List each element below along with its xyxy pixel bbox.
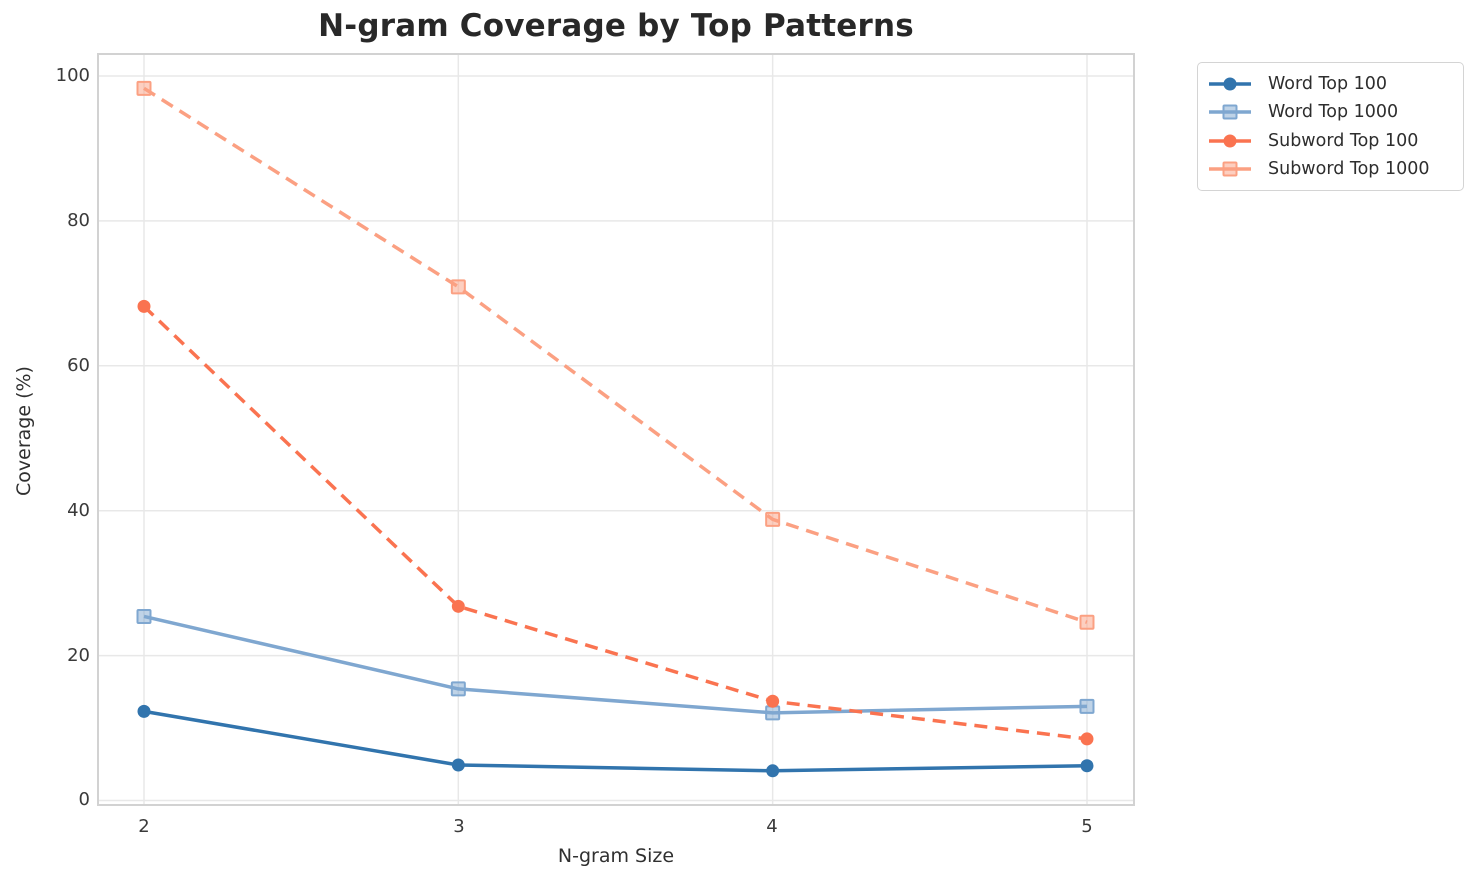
y-tick-label: 100 <box>55 65 90 86</box>
series-subword-top-1000 <box>136 80 1095 630</box>
x-tick-label: 5 <box>1081 816 1093 837</box>
y-tick-label: 40 <box>67 500 90 521</box>
legend-glyph-line-marker-icon <box>1209 77 1251 91</box>
y-tick-label: 0 <box>78 789 90 810</box>
chart-title: N-gram Coverage by Top Patterns <box>318 8 914 44</box>
y-tick-label: 20 <box>67 645 90 666</box>
legend-glyph-line-marker-icon <box>1209 161 1251 177</box>
gridlines <box>97 53 1135 806</box>
legend-glyph-line-marker-icon <box>1209 134 1251 148</box>
y-tick-label: 60 <box>67 355 90 376</box>
legend-label: Word Top 1000 <box>1268 102 1399 123</box>
chart-plot-area <box>97 53 1135 806</box>
legend: Word Top 100 Word Top 1000 Subword Top 1… <box>1197 62 1464 191</box>
axes-spines <box>97 53 1135 806</box>
x-tick-label: 3 <box>453 816 465 837</box>
legend-glyph-line-marker-icon <box>1209 104 1251 120</box>
series-word-top-100 <box>137 704 1094 778</box>
y-tick-label: 80 <box>67 210 90 231</box>
legend-item: Subword Top 1000 <box>1208 155 1453 183</box>
legend-label: Subword Top 1000 <box>1268 158 1430 179</box>
legend-label: Word Top 100 <box>1268 74 1388 95</box>
series-word-top-1000 <box>136 608 1095 721</box>
x-tick-label: 2 <box>138 816 150 837</box>
legend-label: Subword Top 100 <box>1268 130 1419 151</box>
legend-item: Word Top 100 <box>1208 70 1453 98</box>
x-tick-label: 4 <box>766 816 778 837</box>
y-axis-label: Coverage (%) <box>13 366 35 496</box>
series-subword-top-100 <box>137 299 1094 746</box>
legend-item: Subword Top 100 <box>1208 127 1453 155</box>
x-axis-label: N-gram Size <box>557 845 675 867</box>
legend-item: Word Top 1000 <box>1208 98 1453 126</box>
